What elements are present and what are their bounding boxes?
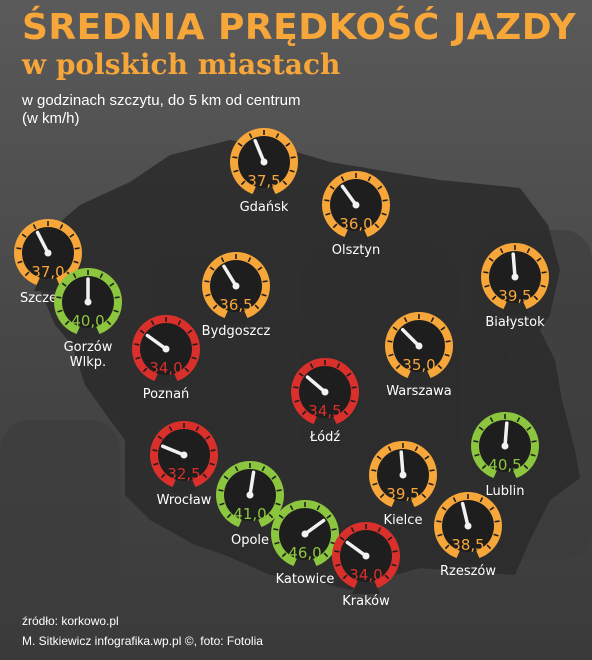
city-label: Olsztyn: [332, 243, 380, 258]
gauge-value: 46,0: [288, 544, 321, 562]
gauge-16: 34,0 Kraków: [332, 522, 400, 609]
city-label: Lublin: [486, 484, 525, 499]
gauge-value: 37,5: [247, 172, 280, 190]
city-label: Kraków: [342, 594, 390, 609]
gauge-value: 40,0: [71, 312, 104, 330]
gauge-needle: [460, 501, 470, 528]
gauge-7: 34,0 Poznań: [132, 315, 200, 402]
gauge-needle: [222, 264, 238, 288]
gauge-needle: [248, 470, 256, 497]
city-label: Poznań: [143, 387, 190, 402]
gauge-value: 34,0: [149, 359, 182, 377]
gauge-value: 39,5: [386, 485, 419, 503]
gauge-15: 46,0 Katowice: [271, 500, 339, 587]
gauge-needle: [399, 450, 405, 477]
note-line-2: (w km/h): [22, 110, 80, 127]
gauge-8: 35,0 Warszawa: [385, 312, 453, 399]
gauge-value: 36,5: [219, 296, 252, 314]
page-subtitle: w polskich miastach: [22, 48, 341, 81]
city-label: Wrocław: [157, 493, 212, 508]
gauge-value: 41,0: [233, 505, 266, 523]
gauge-needle: [340, 184, 358, 207]
gauge-value: 34,0: [349, 566, 382, 584]
gauge-needle: [303, 518, 326, 536]
gauge-needle: [161, 444, 186, 457]
gauge-value: 32,5: [167, 465, 200, 483]
city-label: Rzeszów: [440, 564, 496, 579]
city-label: Gorzów: [64, 340, 113, 355]
gauge-value: 35,0: [402, 356, 435, 374]
gauge-6: 39,5 Białystok: [481, 243, 549, 330]
page-title: ŚREDNIA PRĘDKOŚĆ JAZDY: [22, 7, 577, 48]
city-label: Białystok: [485, 315, 545, 330]
city-label: Wlkp.: [70, 355, 106, 370]
gauge-13: 41,0 Opole: [216, 461, 284, 548]
gauge-needle: [503, 421, 509, 448]
gauge-14: 38,5 Rzeszów: [434, 492, 502, 579]
gauge-12: 39,5 Kielce: [369, 441, 437, 528]
gauge-needle: [35, 230, 50, 255]
gauge-value: 34,5: [308, 402, 341, 420]
source-note: źródło: korkowo.pl: [22, 614, 119, 628]
gauge-value: 37,0: [31, 263, 64, 281]
gauge-value: 38,5: [451, 536, 484, 554]
gauge-needle: [400, 327, 421, 348]
gauge-value: 36,0: [339, 215, 372, 233]
gauge-needle: [345, 540, 368, 558]
gauge-needle: [511, 252, 517, 279]
gauge-value: 40,5: [488, 456, 521, 474]
city-label: Kielce: [384, 513, 423, 528]
gauge-10: 40,5 Lublin: [471, 412, 539, 499]
city-label: Łódź: [309, 430, 341, 445]
gauge-2: 36,0 Olsztyn: [322, 171, 390, 258]
note-line-1: w godzinach szczytu, do 5 km od centrum: [22, 92, 301, 109]
gauge-value: 39,5: [498, 287, 531, 305]
gauge-9: 34,5 Łódź: [291, 358, 359, 445]
gauge-needle: [145, 333, 168, 351]
gauge-11: 32,5 Wrocław: [150, 421, 218, 508]
city-label: Katowice: [276, 572, 335, 587]
gauge-needle: [253, 139, 266, 164]
city-label: Warszawa: [386, 384, 452, 399]
city-label: Gdańsk: [240, 200, 289, 215]
credits-note: M. Sitkiewicz infografika.wp.pl ©, foto:…: [22, 634, 263, 648]
gauge-5: 36,5 Bydgoszcz: [202, 252, 271, 339]
gauge-1: 37,5 Gdańsk: [230, 128, 298, 215]
gauge-needle: [305, 375, 327, 394]
city-label: Opole: [231, 533, 269, 548]
city-label: Bydgoszcz: [202, 324, 271, 339]
